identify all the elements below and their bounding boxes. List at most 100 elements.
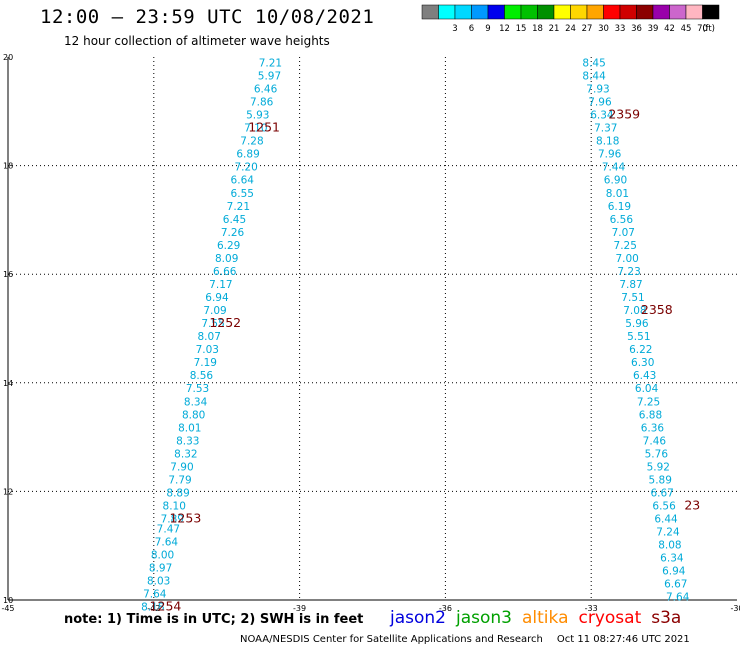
swh-value: 5.92 <box>647 461 670 473</box>
time-label: 1251 <box>248 120 280 135</box>
footnote: note: 1) Time is in UTC; 2) SWH is in fe… <box>64 612 364 627</box>
swh-value: 7.21 <box>227 201 250 213</box>
swh-value: 5.93 <box>246 110 269 122</box>
y-tick-label: 12 <box>3 487 13 496</box>
legend-label: 6 <box>469 24 474 34</box>
swh-value: 8.44 <box>582 70 606 82</box>
swh-value: 6.55 <box>231 188 254 200</box>
legend-swatch <box>537 4 555 20</box>
swh-value: 7.08 <box>623 305 646 317</box>
swh-value: 7.17 <box>209 279 232 291</box>
swh-value: 7.96 <box>588 97 612 109</box>
swh-value: 7.09 <box>203 305 226 317</box>
time-label: 23 <box>684 498 700 513</box>
swh-value: 6.88 <box>639 409 662 421</box>
x-tick-label: -33 <box>585 604 598 613</box>
legend-swatch <box>652 4 670 20</box>
swh-value: 6.36 <box>641 422 665 434</box>
swh-value: 7.44 <box>602 162 626 174</box>
swh-value: 7.24 <box>656 527 680 539</box>
swh-value: 7.25 <box>637 396 660 408</box>
legend-label: 42 <box>664 24 675 34</box>
swh-value: 7.21 <box>259 57 282 69</box>
mission-jason3: jason3 <box>456 608 512 628</box>
swh-value: 7.23 <box>617 266 640 278</box>
swh-value: 7.55 <box>201 318 224 330</box>
swh-value: 7.79 <box>168 474 191 486</box>
time-label: 2359 <box>608 107 640 122</box>
legend-swatch <box>570 4 588 20</box>
swh-value: 8.80 <box>182 409 205 421</box>
swh-value: 8.09 <box>215 253 238 265</box>
swh-value: 8.56 <box>190 370 214 382</box>
swh-value: 8.08 <box>658 540 681 552</box>
legend-label: 27 <box>582 24 593 34</box>
time-label: 2358 <box>641 302 673 317</box>
legend-swatch <box>504 4 522 20</box>
x-tick-label: -39 <box>293 604 306 613</box>
legend-swatch <box>471 4 489 20</box>
chart-subtitle: 12 hour collection of altimeter wave hei… <box>64 34 330 48</box>
swh-value: 5.89 <box>649 474 672 486</box>
legend-swatch <box>702 4 720 20</box>
y-tick-label: 20 <box>3 53 13 62</box>
x-tick-label: -36 <box>439 604 452 613</box>
swh-value: 7.03 <box>196 344 219 356</box>
swh-value: 8.34 <box>184 396 208 408</box>
swh-value: 7.20 <box>234 162 257 174</box>
mission-legend: jason2 jason3 altika cryosat s3a <box>390 608 691 628</box>
swh-value: 6.90 <box>604 175 627 187</box>
swh-value: 7.93 <box>586 83 609 95</box>
data-marks: 7.215.976.467.865.937.107.286.897.206.64… <box>141 57 700 613</box>
legend-label: 39 <box>648 24 659 34</box>
legend-label: 30 <box>598 24 609 34</box>
swh-value: 7.87 <box>619 279 642 291</box>
credit-timestamp: Oct 11 08:27:46 UTC 2021 <box>556 634 690 645</box>
mission-cryosat: cryosat <box>578 608 642 628</box>
swh-value: 8.07 <box>198 331 221 343</box>
swh-value: 8.10 <box>163 501 186 513</box>
legend-swatch <box>553 4 571 20</box>
swh-value: 8.97 <box>149 562 172 574</box>
swh-value: 7.64 <box>155 536 179 548</box>
grid-lines <box>8 57 737 600</box>
swh-value: 8.33 <box>176 435 199 447</box>
color-legend: 3 6 9 12 15 18 21 24 27 30 33 36 39 42 45 70(ft) <box>421 4 720 34</box>
swh-value: 5.96 <box>625 318 649 330</box>
swh-value: 6.30 <box>631 357 654 369</box>
swh-value: 6.45 <box>223 214 246 226</box>
swh-value: 8.32 <box>174 448 197 460</box>
chart-title: 12:00 – 23:59 UTC 10/08/2021 <box>40 6 375 28</box>
swh-value: 7.53 <box>186 383 209 395</box>
legend-swatch <box>438 4 456 20</box>
mission-jason2: jason2 <box>390 608 446 628</box>
legend-label: 33 <box>615 24 626 34</box>
credit-line: NOAA/NESDIS Center for Satellite Applica… <box>240 634 690 645</box>
legend-swatch <box>669 4 687 20</box>
swh-value: 5.76 <box>645 448 669 460</box>
swh-value: 7.10 <box>244 123 267 135</box>
legend-label: 18 <box>532 24 543 34</box>
swh-value: 6.29 <box>217 240 240 252</box>
mission-s3a: s3a <box>651 608 682 628</box>
swh-value: 6.46 <box>254 83 278 95</box>
swh-value: 7.26 <box>221 227 245 239</box>
time-label: 1252 <box>209 315 241 330</box>
swh-value: 8.18 <box>141 602 164 614</box>
swh-value: 7.46 <box>643 435 667 447</box>
axis-ticks: -45 -42 -39 -36 -33 -30 10 12 14 16 18 20 <box>1 53 740 613</box>
swh-value: 6.56 <box>652 501 676 513</box>
swh-value: 7.19 <box>194 357 217 369</box>
mission-altika: altika <box>522 608 569 628</box>
swh-value: 8.01 <box>178 422 201 434</box>
x-tick-label: -45 <box>1 604 14 613</box>
legend-swatch <box>603 4 621 20</box>
swh-value: 7.89 <box>161 514 184 526</box>
legend-swatch <box>520 4 538 20</box>
x-tick-label: -30 <box>730 604 740 613</box>
y-tick-label: 18 <box>3 162 13 171</box>
swh-value: 8.03 <box>147 575 170 587</box>
swh-value: 7.64 <box>143 588 167 600</box>
legend-swatch <box>586 4 604 20</box>
